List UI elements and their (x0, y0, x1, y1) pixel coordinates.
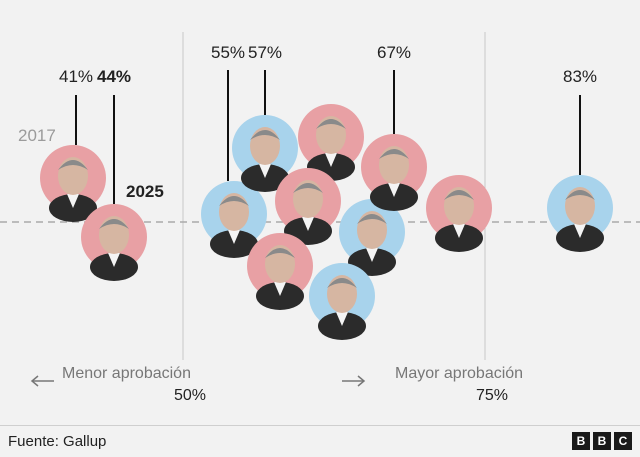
bbc-logo: B B C (572, 432, 632, 450)
bbc-logo-letter: C (614, 432, 632, 450)
point-3 (232, 115, 298, 192)
value-label: 44% (97, 67, 131, 86)
portrait-shirt (336, 312, 348, 326)
point-10 (426, 175, 492, 252)
portrait-shirt (453, 224, 465, 238)
portrait-face (357, 211, 387, 249)
portrait-hair (444, 190, 474, 200)
leader-lines (75, 70, 581, 204)
portrait-shirt (67, 194, 79, 208)
portrait-face (219, 193, 249, 231)
points-layer (40, 104, 613, 340)
direction-right-label: Mayor aprobación (395, 365, 523, 382)
direction-left: Menor aprobación (30, 365, 191, 387)
point-1 (81, 204, 147, 281)
portrait-face (316, 116, 346, 154)
portrait-face (250, 127, 280, 165)
point-8 (361, 134, 427, 211)
portrait-face (327, 275, 357, 313)
year-label: 2025 (126, 182, 164, 201)
portrait-hair (293, 183, 323, 193)
point-11 (547, 175, 613, 252)
portrait-hair (250, 130, 280, 140)
portrait-face (565, 187, 595, 225)
portrait-shirt (574, 224, 586, 238)
bbc-logo-letter: B (593, 432, 611, 450)
point-5 (275, 168, 341, 245)
portrait-face (379, 146, 409, 184)
portrait-shirt (259, 164, 271, 178)
portrait-hair (327, 278, 357, 288)
value-label: 41% (59, 67, 93, 86)
source-text: Fuente: Gallup (8, 433, 107, 450)
portrait-face (99, 216, 129, 254)
portrait-shirt (388, 183, 400, 197)
point-2 (201, 181, 267, 258)
direction-right: Mayor aprobación (342, 365, 523, 387)
portrait-hair (99, 219, 129, 229)
portrait-hair (565, 190, 595, 200)
point-6 (247, 233, 313, 310)
portrait-face (58, 157, 88, 195)
portrait-shirt (366, 248, 378, 262)
labels-layer: 41% 2017 44% 2025 55% 57% 67% 83% (18, 43, 597, 201)
approval-chart: 41% 2017 44% 2025 55% 57% 67% 83% 50% 75% Menor… (0, 32, 640, 404)
portrait-hair (379, 149, 409, 159)
portrait-face (265, 245, 295, 283)
point-9 (309, 263, 375, 340)
direction-left-label: Menor aprobación (62, 365, 191, 382)
tick-label-75: 75% (476, 387, 508, 404)
value-label: 83% (563, 67, 597, 86)
tick-label-50: 50% (174, 387, 206, 404)
portrait-hair (265, 248, 295, 258)
portrait-hair (58, 160, 88, 170)
portrait-hair (357, 214, 387, 224)
portrait-shirt (325, 153, 337, 167)
portrait-shirt (302, 217, 314, 231)
value-label: 67% (377, 43, 411, 62)
portrait-shirt (274, 282, 286, 296)
point-0 (40, 145, 106, 222)
portrait-hair (219, 196, 249, 206)
portrait-shirt (108, 253, 120, 267)
bbc-logo-letter: B (572, 432, 590, 450)
footer: Fuente: Gallup B B C (0, 425, 640, 457)
year-label: 2017 (18, 126, 56, 145)
portrait-face (444, 187, 474, 225)
value-label: 55% (211, 43, 245, 62)
value-label: 57% (248, 43, 282, 62)
portrait-shirt (228, 230, 240, 244)
portrait-face (293, 180, 323, 218)
portrait-hair (316, 119, 346, 129)
